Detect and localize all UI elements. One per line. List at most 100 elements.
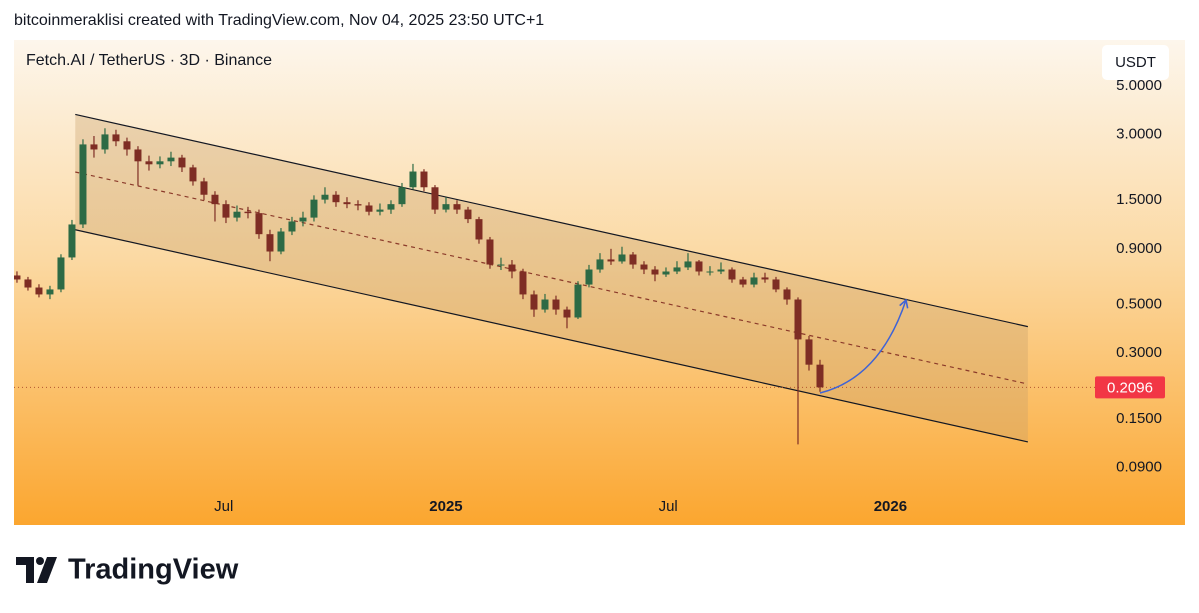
x-tick-label: Jul — [659, 498, 678, 515]
channel-middle — [75, 171, 1029, 385]
candle-body — [310, 199, 318, 218]
candle-body — [585, 269, 593, 285]
candle-body — [200, 181, 208, 195]
candle-body — [596, 259, 604, 270]
candle-body — [288, 221, 296, 232]
candle-body — [497, 264, 505, 266]
symbol-title: Fetch.AI / TetherUS · 3D · Binance — [26, 52, 272, 69]
candle-body — [46, 289, 54, 295]
candle-body — [541, 299, 549, 310]
candle-body — [453, 204, 461, 210]
candle-body — [783, 289, 791, 300]
candle-body — [255, 213, 263, 235]
candle-body — [68, 224, 76, 258]
x-tick-label: Jul — [214, 498, 233, 515]
candle-body — [123, 141, 131, 150]
y-tick-label: 0.0900 — [1116, 459, 1162, 476]
candle-body — [343, 202, 351, 205]
y-tick-label: 0.3000 — [1116, 344, 1162, 361]
brand-name: TradingView — [68, 554, 239, 586]
candle-body — [387, 204, 395, 210]
candle-body — [574, 284, 582, 318]
candle-body — [607, 259, 615, 262]
logo-mark — [36, 557, 44, 565]
candle-body — [156, 161, 164, 165]
candle-body — [420, 171, 428, 188]
candle-body — [728, 269, 736, 280]
plot-area — [14, 113, 1095, 445]
candle-body — [299, 217, 307, 222]
channel-upper — [75, 113, 1029, 328]
candle-body — [486, 239, 494, 265]
candle-body — [794, 299, 802, 340]
candle-body — [365, 205, 373, 212]
candle-body — [79, 144, 87, 225]
candle-body — [475, 219, 483, 240]
logo-mark — [16, 557, 34, 583]
candle-body — [266, 234, 274, 252]
brand-logo: TradingView — [16, 554, 239, 586]
currency-box[interactable] — [1102, 45, 1169, 80]
candle-body — [431, 187, 439, 210]
candle-body — [167, 157, 175, 162]
candle-body — [684, 261, 692, 268]
candle-body — [244, 211, 252, 214]
candle-body — [101, 134, 109, 150]
candle-body — [376, 209, 384, 212]
channel-lower — [75, 229, 1029, 443]
candle-body — [519, 271, 527, 295]
candle-body — [233, 211, 241, 218]
x-tick-label: 2026 — [874, 498, 907, 515]
logo-mark — [37, 557, 57, 583]
candle-body — [24, 279, 32, 288]
candle-body — [618, 254, 626, 262]
y-tick-label: 0.1500 — [1116, 410, 1162, 427]
candle-body — [189, 167, 197, 182]
candle-body — [90, 144, 98, 150]
candle-body — [739, 279, 747, 285]
y-tick-label: 1.5000 — [1116, 191, 1162, 208]
last-price-label: 0.2096 — [1107, 379, 1153, 396]
candle-body — [211, 194, 219, 205]
candle-body — [629, 254, 637, 265]
currency-label[interactable]: USDT — [1115, 54, 1156, 71]
candle-body — [651, 269, 659, 275]
candle-body — [706, 271, 714, 273]
candle-body — [321, 194, 329, 200]
candle-body — [222, 204, 230, 218]
axes: 5.0000 3.0000 1.5000 0.9000 0.5000 0.3000 0.15… — [214, 77, 1165, 515]
last-price-badge — [1095, 376, 1165, 399]
candle-body — [277, 231, 285, 252]
candle-body — [464, 209, 472, 220]
y-tick-label: 0.9000 — [1116, 240, 1162, 257]
candle-body — [35, 287, 43, 295]
candle-body — [816, 364, 824, 388]
candle-body — [354, 204, 362, 206]
y-tick-label: 0.5000 — [1116, 296, 1162, 313]
candle-body — [409, 171, 417, 188]
candle-body — [112, 134, 120, 142]
y-tick-label: 3.0000 — [1116, 125, 1162, 142]
candle-body — [134, 149, 142, 162]
candle-body — [57, 257, 65, 290]
candle-body — [398, 187, 406, 205]
candle-body — [530, 294, 538, 310]
candle-body — [640, 264, 648, 270]
candle-body — [772, 279, 780, 290]
candle-body — [761, 277, 769, 280]
projection-arrow — [819, 298, 909, 394]
candle-body — [442, 204, 450, 210]
candle-body — [662, 271, 670, 275]
y-tick-label: 5.0000 — [1116, 77, 1162, 94]
candle-body — [552, 299, 560, 310]
candle-body — [563, 309, 571, 318]
x-tick-label: 2025 — [429, 498, 462, 515]
candle-body — [332, 194, 340, 203]
candle-body — [178, 157, 186, 168]
candle-body — [14, 275, 21, 280]
candle-body — [750, 277, 758, 285]
candle-body — [508, 264, 516, 272]
candle-body — [145, 161, 153, 165]
snapshot-header: bitcoinmeraklisi created with TradingVie… — [14, 12, 544, 29]
